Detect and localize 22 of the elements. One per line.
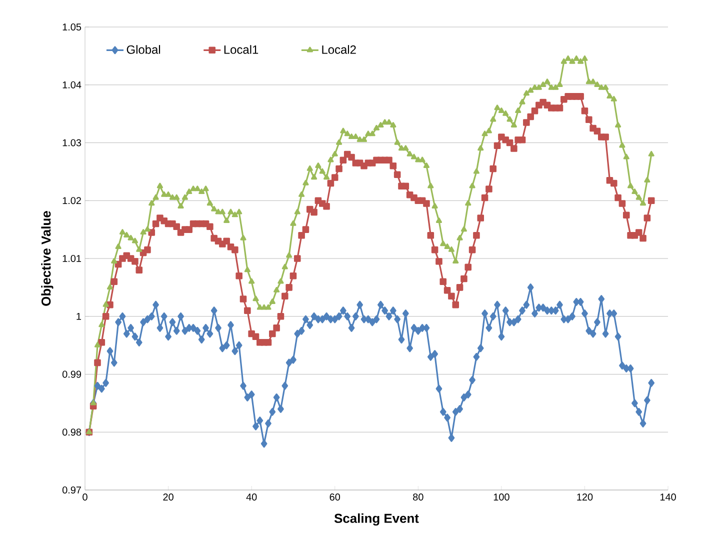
legend-label: Local1 xyxy=(224,45,258,54)
x-axis-title: Scaling Event xyxy=(334,513,419,526)
y-tick-label: 0.98 xyxy=(62,428,82,436)
y-tick-label: 1.02 xyxy=(62,197,81,204)
y-tick-label: 1.03 xyxy=(62,139,82,146)
y-axis-title: Objective Value xyxy=(41,211,54,306)
x-tick-label: 100 xyxy=(494,494,510,501)
legend-label: Local2 xyxy=(322,45,356,54)
y-tick-label: 1 xyxy=(76,312,81,320)
y-tick-label: 1.05 xyxy=(62,23,82,31)
y-tick-label: 0.99 xyxy=(62,370,82,378)
x-tick-label: 60 xyxy=(330,494,340,501)
legend-label: Global xyxy=(126,45,160,54)
x-tick-label: 0 xyxy=(82,494,88,501)
x-tick-label: 20 xyxy=(163,494,174,501)
x-tick-label: 120 xyxy=(577,494,593,501)
x-tick-label: 40 xyxy=(246,494,257,501)
x-tick-label: 140 xyxy=(660,494,676,501)
y-tick-label: 1.01 xyxy=(62,254,81,262)
x-tick-label: 80 xyxy=(413,494,424,501)
y-tick-label: 1.04 xyxy=(62,81,82,88)
y-tick-label: 0.97 xyxy=(62,486,81,494)
